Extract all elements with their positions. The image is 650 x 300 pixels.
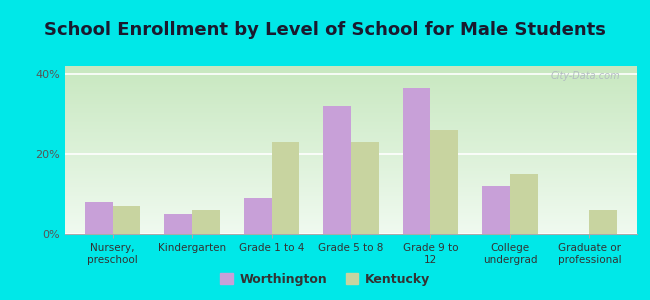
Bar: [112, 206, 140, 234]
Bar: [482, 186, 510, 234]
Bar: [244, 198, 272, 234]
Bar: [510, 174, 538, 234]
Bar: [430, 130, 458, 234]
Text: School Enrollment by Level of School for Male Students: School Enrollment by Level of School for…: [44, 21, 606, 39]
Text: City-Data.com: City-Data.com: [550, 71, 620, 81]
Bar: [164, 214, 192, 234]
Bar: [192, 210, 220, 234]
Bar: [590, 210, 617, 234]
Bar: [272, 142, 300, 234]
Bar: [323, 106, 351, 234]
Bar: [402, 88, 430, 234]
Bar: [351, 142, 379, 234]
Bar: [85, 202, 112, 234]
Legend: Worthington, Kentucky: Worthington, Kentucky: [215, 268, 435, 291]
